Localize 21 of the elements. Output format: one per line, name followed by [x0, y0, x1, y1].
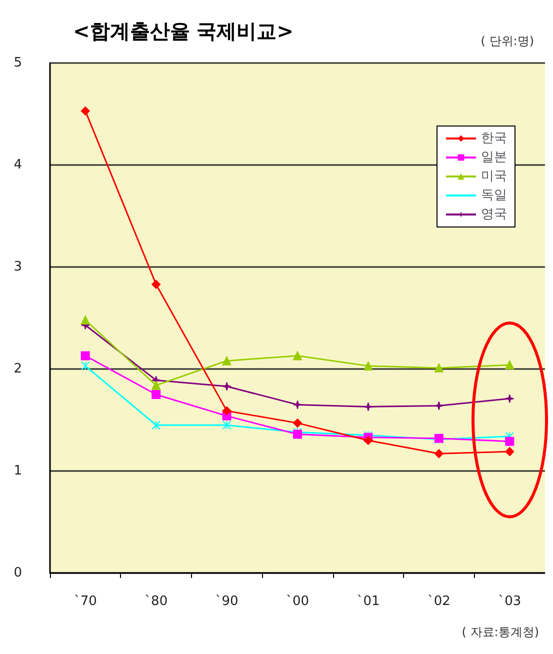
legend-label: 미국 — [481, 169, 507, 184]
legend-label: 영국 — [481, 207, 507, 222]
y-tick-label: 5 — [14, 56, 22, 70]
legend-label: 독일 — [481, 188, 507, 203]
x-tick-label: `00 — [286, 594, 310, 609]
x-tick-label: `02 — [427, 594, 450, 609]
legend-label: 한국 — [481, 131, 507, 146]
x-tick-label: `01 — [356, 594, 380, 609]
legend-label: 일본 — [481, 150, 507, 165]
y-tick-label: 3 — [14, 260, 22, 274]
y-tick-label: 4 — [14, 158, 22, 172]
y-tick-label: 0 — [14, 566, 22, 580]
x-tick-label: `80 — [144, 594, 168, 609]
y-tick-label: 1 — [14, 464, 22, 478]
chart-title: <합계출산율 국제비교> — [73, 19, 294, 43]
chart-subtitle: ( 단위:명) — [480, 34, 534, 48]
x-tick-label: `90 — [215, 594, 238, 609]
y-tick-label: 2 — [14, 362, 22, 376]
x-tick-label: `70 — [74, 594, 97, 609]
x-tick-label: `03 — [498, 594, 522, 609]
text: ( 자료:통계청) — [462, 625, 540, 639]
